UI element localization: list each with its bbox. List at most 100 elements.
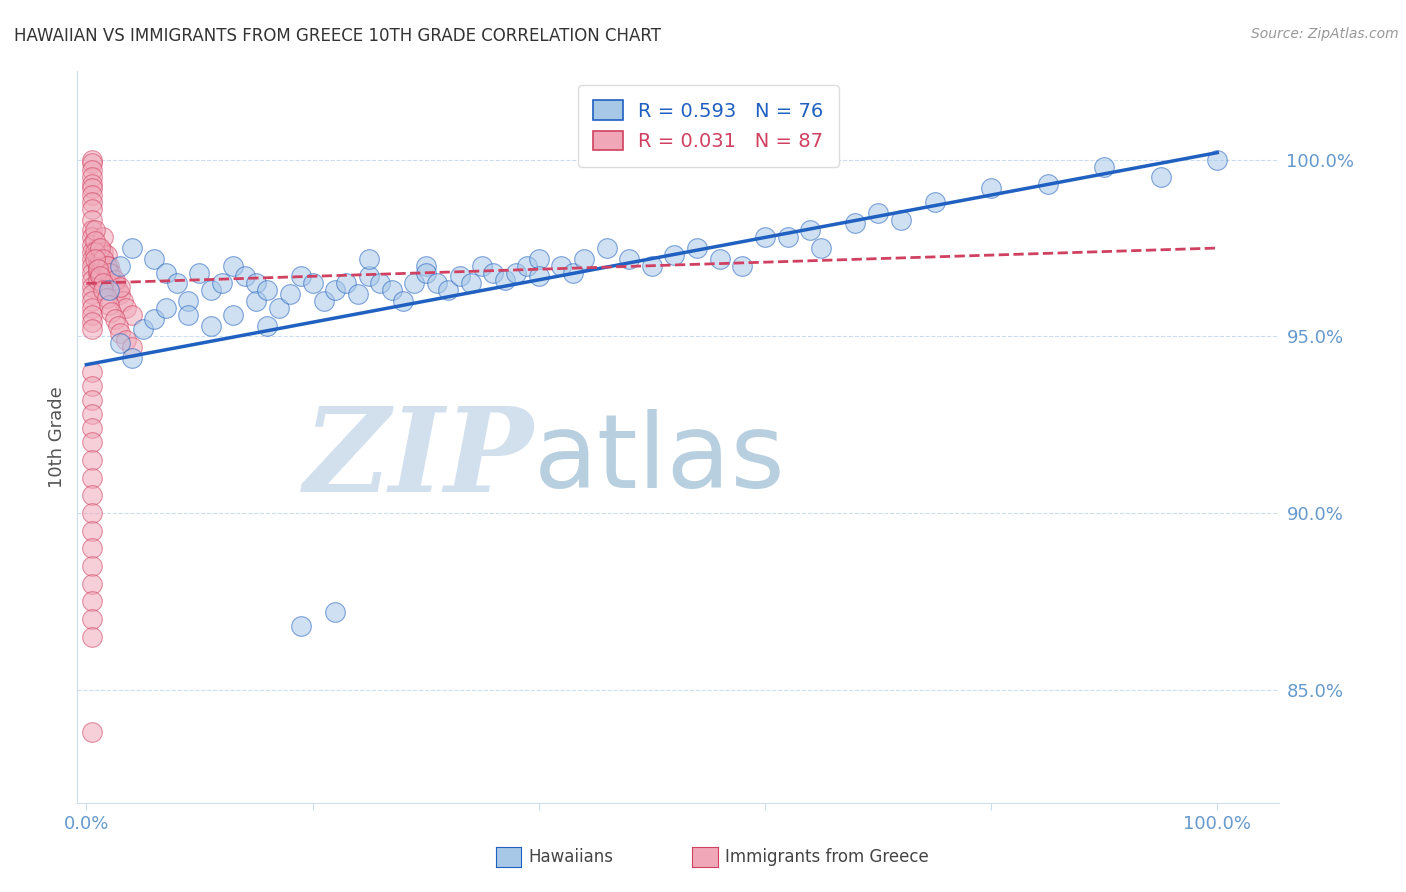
Point: [155, 301, 177, 315]
Point: [84, 234, 107, 248]
Point: [80, 153, 103, 167]
Point: [110, 326, 132, 340]
Point: [233, 269, 256, 284]
Point: [222, 259, 245, 273]
Point: [415, 259, 437, 273]
Point: [80, 322, 103, 336]
Point: [200, 284, 222, 298]
Point: [143, 311, 166, 326]
Point: [844, 216, 866, 230]
Point: [80, 156, 103, 170]
Point: [86, 262, 108, 277]
Point: [104, 277, 127, 291]
Point: [80, 392, 103, 407]
Point: [370, 277, 392, 291]
Point: [96, 248, 118, 262]
Point: [107, 284, 129, 298]
Point: [143, 252, 166, 266]
Point: [98, 297, 121, 311]
Point: [98, 259, 121, 273]
Point: [550, 259, 572, 273]
Point: [84, 223, 107, 237]
Legend: R = 0.593   N = 76, R = 0.031   N = 87: R = 0.593 N = 76, R = 0.031 N = 87: [578, 85, 839, 167]
Point: [80, 252, 103, 266]
Point: [80, 280, 103, 294]
Point: [80, 223, 103, 237]
Point: [1150, 170, 1173, 185]
Point: [98, 266, 121, 280]
Point: [188, 266, 211, 280]
Point: [619, 252, 641, 266]
Point: [709, 252, 731, 266]
Point: [89, 266, 111, 280]
Point: [256, 284, 278, 298]
Point: [595, 241, 617, 255]
Point: [664, 248, 686, 262]
Point: [115, 301, 138, 315]
Point: [98, 284, 121, 298]
Point: [245, 293, 267, 308]
Point: [177, 308, 200, 322]
Point: [80, 308, 103, 322]
Point: [121, 340, 143, 354]
Point: [89, 252, 111, 266]
Text: ZIP: ZIP: [304, 401, 534, 516]
Point: [404, 277, 426, 291]
Point: [96, 262, 118, 277]
Point: [572, 252, 595, 266]
Point: [494, 273, 516, 287]
Text: HAWAIIAN VS IMMIGRANTS FROM GREECE 10TH GRADE CORRELATION CHART: HAWAIIAN VS IMMIGRANTS FROM GREECE 10TH …: [14, 27, 661, 45]
Point: [86, 266, 108, 280]
Point: [80, 259, 103, 273]
Point: [80, 188, 103, 202]
Point: [80, 230, 103, 244]
Point: [460, 277, 482, 291]
Point: [89, 241, 111, 255]
Point: [89, 269, 111, 284]
Point: [111, 293, 134, 308]
Point: [346, 287, 368, 301]
Point: [211, 277, 233, 291]
Point: [80, 365, 103, 379]
Point: [1206, 153, 1229, 167]
Point: [121, 241, 143, 255]
Point: [80, 453, 103, 467]
Point: [80, 421, 103, 435]
Point: [80, 237, 103, 252]
Point: [245, 277, 267, 291]
Point: [516, 259, 538, 273]
Point: [84, 252, 107, 266]
Point: [278, 287, 301, 301]
Point: [121, 308, 143, 322]
Point: [80, 301, 103, 315]
Text: Source: ZipAtlas.com: Source: ZipAtlas.com: [1251, 27, 1399, 41]
Point: [110, 259, 132, 273]
Point: [323, 284, 346, 298]
Point: [471, 259, 494, 273]
Point: [80, 524, 103, 538]
Point: [177, 293, 200, 308]
Point: [107, 318, 129, 333]
Point: [200, 318, 222, 333]
Point: [80, 195, 103, 210]
Point: [561, 266, 583, 280]
Point: [415, 266, 437, 280]
Point: [80, 287, 103, 301]
Point: [754, 230, 776, 244]
Point: [86, 241, 108, 255]
Point: [799, 223, 821, 237]
Point: [166, 277, 188, 291]
Point: [110, 287, 132, 301]
Point: [80, 506, 103, 520]
Point: [810, 241, 832, 255]
Point: [115, 333, 138, 347]
Point: [91, 259, 114, 273]
Point: [121, 351, 143, 365]
Point: [80, 630, 103, 644]
Point: [132, 322, 155, 336]
Point: [222, 308, 245, 322]
Point: [267, 301, 290, 315]
Point: [392, 293, 415, 308]
Point: [91, 230, 114, 244]
Point: [80, 181, 103, 195]
